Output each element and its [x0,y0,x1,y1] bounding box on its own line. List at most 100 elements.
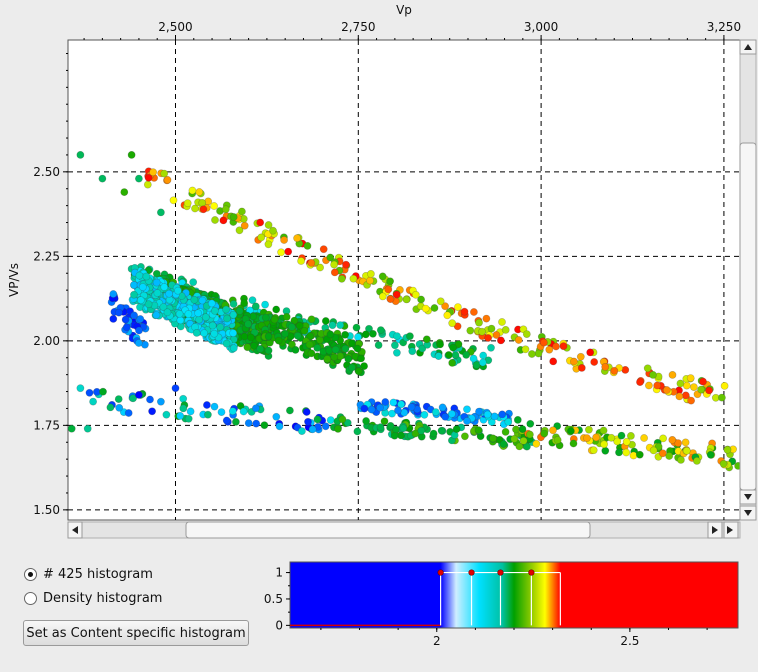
data-point [705,386,713,395]
data-point [518,425,527,433]
data-point [429,429,438,438]
data-point [360,362,368,370]
data-point [386,295,395,303]
scatter-plot[interactable]: 2,500 2,750 3,000 3,250 1.50 1.75 2.00 2.25 2.50… [0,0,758,545]
data-point [552,342,560,351]
data-point [676,379,685,388]
data-point [460,307,469,316]
data-point [99,387,107,396]
transfer-point[interactable] [528,569,535,576]
data-point [483,410,492,419]
data-point [269,226,277,235]
data-point [420,410,429,419]
data-point [515,442,524,451]
data-point [394,406,402,415]
data-point [115,308,123,317]
radio-density[interactable] [24,592,37,605]
data-point [386,421,395,430]
data-point [334,424,342,433]
data-point [392,290,401,299]
data-point [306,331,315,340]
x-tick-label: 3,000 [524,20,558,34]
data-point [76,150,85,159]
vertical-scroll-thumb[interactable] [739,142,757,491]
horizontal-scrollbar[interactable] [67,521,741,539]
data-point [222,339,231,348]
data-point [307,349,316,358]
data-point [545,345,554,354]
data-point [186,407,195,416]
data-point [134,174,143,183]
data-point [521,345,530,354]
data-point [454,340,463,349]
data-point [256,218,265,227]
data-point [519,436,528,445]
data-point [316,263,324,272]
data-point [336,321,345,329]
data-point [210,306,219,315]
hist-y-tick-label: 0.5 [264,592,283,606]
hist-x-tick-label: 2 [433,634,441,648]
histogram-color-bar[interactable] [289,561,739,629]
data-point [342,260,350,269]
data-point [380,417,389,426]
data-point [341,330,349,339]
data-point [297,427,306,435]
data-point [436,340,444,349]
data-point [668,435,677,444]
data-point [229,300,238,308]
x-axis-title: Vp [396,3,412,17]
data-point [600,440,608,449]
data-point [463,417,471,425]
data-point [487,324,496,333]
data-point [176,411,185,420]
data-point [173,286,182,295]
data-point [85,388,94,397]
data-point [402,295,411,304]
data-point [326,253,335,262]
data-point [152,278,161,287]
data-point [135,271,144,280]
set-content-histogram-button[interactable]: Set as Content specific histogram [23,620,249,646]
data-point [331,345,340,354]
data-point [120,188,129,196]
data-point [303,241,312,250]
data-point [244,419,253,427]
radio-density-option[interactable]: Density histogram [24,591,162,606]
data-point [297,257,305,265]
data-point [152,311,161,319]
transfer-point[interactable] [497,569,504,576]
data-point [199,205,208,214]
data-point [264,332,273,341]
data-point [134,390,143,399]
data-point [251,302,260,311]
data-point [171,384,180,393]
data-point [89,397,97,406]
data-point [417,295,425,304]
data-point [540,338,548,347]
data-point [452,425,461,433]
data-point [478,358,487,367]
data-point [553,436,562,444]
transfer-point[interactable] [437,569,444,576]
data-point [348,363,356,372]
data-point [200,329,208,338]
data-point [67,424,76,433]
data-point [357,354,365,363]
radio-histogram[interactable] [24,568,37,581]
data-point [723,445,732,454]
radio-histogram-option[interactable]: # 425 histogram [24,567,153,582]
data-point [76,384,85,393]
data-point [240,299,249,307]
data-point [534,349,543,358]
data-point [390,341,399,350]
data-point [411,290,420,299]
transfer-point[interactable] [468,569,475,576]
data-point [344,354,353,363]
vertical-scrollbar[interactable] [739,39,757,521]
data-point [659,434,667,443]
data-point [443,311,452,320]
horizontal-scroll-thumb[interactable] [185,521,591,539]
data-point [349,274,358,283]
data-point [590,358,599,366]
